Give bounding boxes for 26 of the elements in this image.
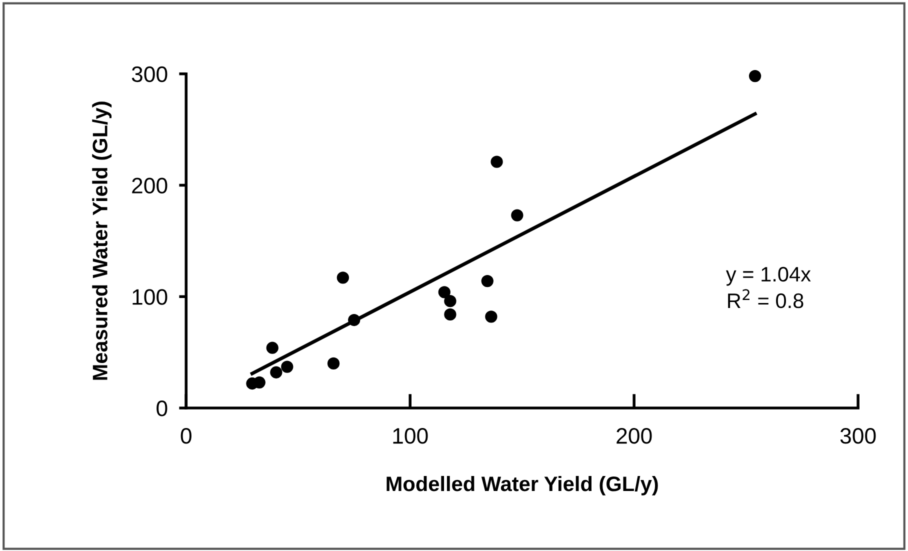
point — [511, 209, 524, 222]
y-tick-label: 200 — [132, 178, 168, 194]
point — [336, 272, 349, 284]
point — [490, 156, 503, 168]
y-tick-label: 0 — [156, 400, 168, 416]
y-tick-label: 100 — [132, 289, 168, 305]
x-tick-label: 100 — [393, 428, 428, 444]
x-tick-label: 0 — [180, 428, 192, 444]
point — [266, 342, 278, 354]
point — [748, 70, 762, 82]
y-tick-label: 300 — [132, 66, 168, 82]
point — [270, 366, 282, 378]
annotation: R$^{2}$ = 0.8 — [728, 289, 804, 308]
point — [327, 357, 340, 370]
annotation: y = 1.04x — [726, 266, 811, 286]
point — [438, 286, 450, 298]
x-axis-title: Modelled Water Yield (GL/y) — [386, 476, 658, 496]
point — [348, 314, 360, 326]
point — [444, 308, 456, 321]
x-tick-label: 300 — [840, 428, 876, 444]
point — [481, 274, 494, 288]
x-tick-label: 200 — [616, 428, 652, 444]
point — [444, 295, 456, 308]
y-axis-title: Measured Water Yield (GL/y) — [92, 102, 112, 380]
point — [281, 360, 294, 373]
point — [485, 310, 498, 323]
